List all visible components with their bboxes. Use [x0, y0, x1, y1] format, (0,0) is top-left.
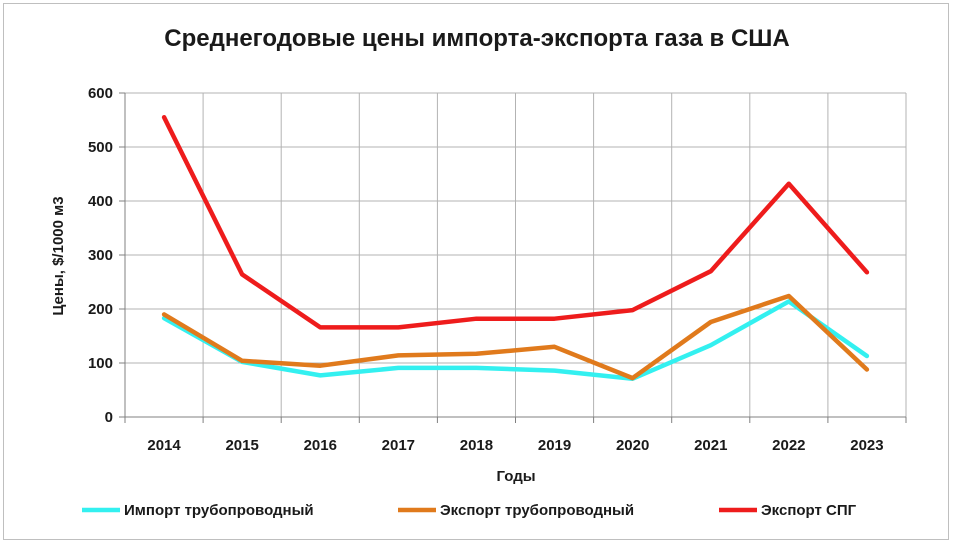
- x-tick-label: 2014: [147, 437, 181, 454]
- x-tick-label: 2021: [694, 437, 727, 454]
- y-tick-label: 100: [88, 355, 113, 372]
- x-tick-label: 2022: [772, 437, 805, 454]
- series-line-1: [161, 299, 870, 381]
- axes: [119, 92, 907, 423]
- series-lines: [161, 115, 870, 381]
- series-line-3: [161, 115, 870, 330]
- y-tick-label: 600: [88, 85, 113, 102]
- x-tick-label: 2023: [850, 437, 883, 454]
- legend-entry: Экспорт трубопроводный: [440, 502, 634, 519]
- y-tick-label: 400: [88, 193, 113, 210]
- y-tick-label: 200: [88, 301, 113, 318]
- x-tick-label: 2017: [382, 437, 415, 454]
- y-tick-label: 0: [105, 409, 113, 426]
- chart-title: Среднегодовые цены импорта-экспорта газа…: [164, 25, 790, 52]
- y-tick-label: 300: [88, 247, 113, 264]
- x-axis-ticks: 2014 2015 2016 2017 2018 2019 2020 2021 2022 2023: [147, 437, 883, 454]
- legend: Импорт трубопроводный Экспорт трубопровод…: [82, 502, 857, 519]
- x-tick-label: 2020: [616, 437, 649, 454]
- legend-entry: Экспорт СПГ: [761, 502, 857, 519]
- x-tick-label: 2016: [304, 437, 337, 454]
- x-tick-label: 2019: [538, 437, 571, 454]
- y-axis-label: Цены, $/1000 м3: [50, 196, 67, 315]
- y-tick-label: 500: [88, 139, 113, 156]
- x-tick-label: 2018: [460, 437, 493, 454]
- y-axis-ticks: 0 100 200 300 400 500 600: [88, 85, 113, 426]
- x-axis-label: Годы: [496, 468, 535, 485]
- x-tick-label: 2015: [225, 437, 258, 454]
- legend-entry: Импорт трубопроводный: [124, 502, 314, 519]
- series-line-2: [161, 293, 870, 381]
